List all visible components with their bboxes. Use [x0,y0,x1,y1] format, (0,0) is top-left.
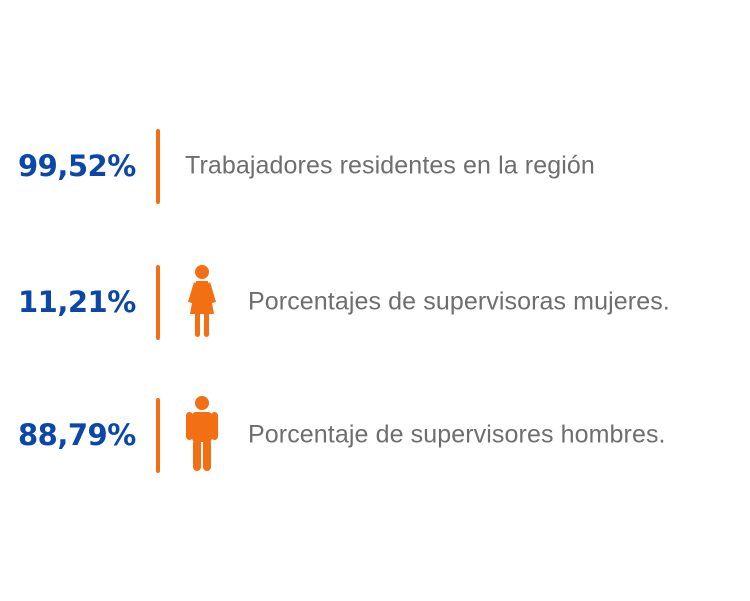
stat-value: 99,52% [18,149,136,183]
stat-row-male-supervisors: 88,79% Porcentaje de supervisores hombre… [0,395,750,475]
orange-divider [156,129,160,204]
stat-value: 88,79% [18,418,136,452]
stat-row-residents: 99,52% Trabajadores residentes en la reg… [0,126,750,206]
stat-label: Porcentajes de supervisoras mujeres. [248,287,670,316]
male-person-icon [180,395,224,475]
stat-value: 11,21% [18,285,136,319]
orange-divider [156,265,160,340]
stat-label: Trabajadores residentes en la región [185,151,595,180]
orange-divider [156,398,160,473]
female-person-icon [180,262,224,342]
stat-row-female-supervisors: 11,21% Porcentajes de supervisoras mujer… [0,262,750,342]
stat-label: Porcentaje de supervisores hombres. [248,420,666,449]
